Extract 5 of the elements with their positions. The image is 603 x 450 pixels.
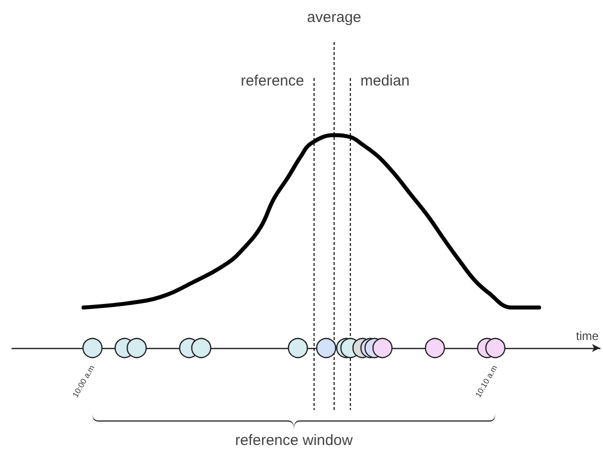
x-axis-title: time [576,329,599,343]
ref-line-label: average [307,9,362,26]
ref-line-label: reference [240,72,304,90]
ref-line-label: median [360,72,410,90]
text: reference window [235,432,353,449]
